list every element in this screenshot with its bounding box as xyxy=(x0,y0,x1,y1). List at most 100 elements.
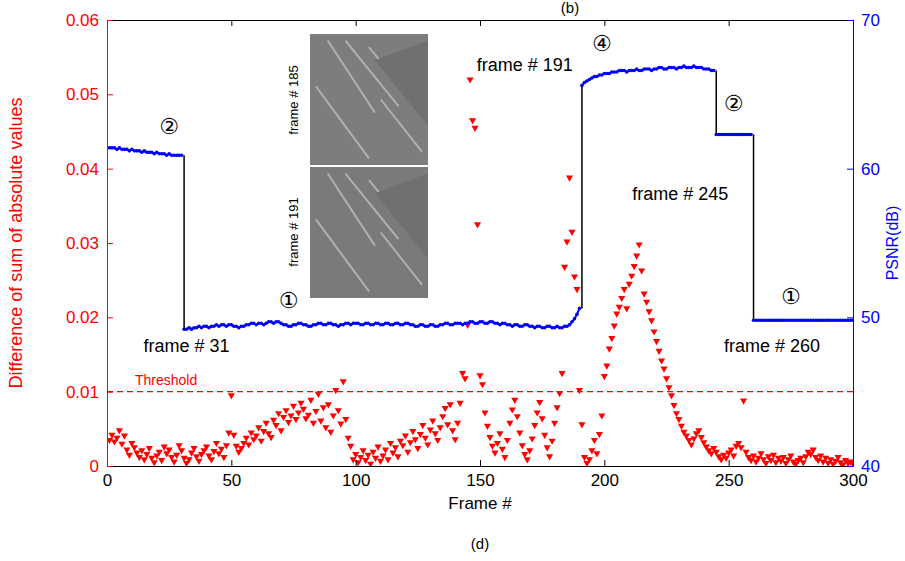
difference-point xyxy=(541,433,548,439)
difference-point xyxy=(156,450,163,456)
tick: 0.02 xyxy=(66,308,113,327)
difference-point xyxy=(312,409,319,415)
tick-label: 0.01 xyxy=(66,383,99,402)
difference-point xyxy=(337,422,344,428)
difference-point xyxy=(195,459,202,465)
difference-point xyxy=(325,402,332,408)
difference-point xyxy=(593,451,600,457)
tick xyxy=(356,20,357,26)
difference-point xyxy=(554,405,561,411)
tick-label: 0 xyxy=(103,471,112,490)
x-axis-title: Frame # xyxy=(448,494,512,513)
difference-point xyxy=(628,274,635,280)
difference-point xyxy=(633,254,640,260)
difference-point xyxy=(166,448,173,454)
tick xyxy=(231,20,232,26)
difference-point xyxy=(623,306,630,312)
difference-point xyxy=(536,400,543,406)
tick-mark xyxy=(107,169,113,170)
difference-point xyxy=(800,460,807,466)
difference-point xyxy=(534,410,541,416)
difference-point xyxy=(509,407,516,413)
tick-mark xyxy=(729,20,730,26)
tick: 200 xyxy=(591,460,619,490)
tick-label: 0.04 xyxy=(66,160,99,179)
difference-point xyxy=(424,442,431,448)
y-axis-title: Difference of sum of absolute values xyxy=(6,98,26,389)
difference-point xyxy=(504,438,511,444)
difference-point xyxy=(636,242,643,248)
difference-point xyxy=(457,401,464,407)
difference-point xyxy=(563,239,570,245)
difference-point xyxy=(618,296,625,302)
difference-point xyxy=(404,450,411,456)
chart-svg: frame # 185frame # 191050100150200250300… xyxy=(0,0,905,561)
difference-point xyxy=(332,388,339,394)
segment-annotation: ② xyxy=(159,114,179,139)
difference-point xyxy=(601,374,608,380)
tick-label: 200 xyxy=(591,471,619,490)
inset-label: frame # 185 xyxy=(286,65,301,134)
inset-streak xyxy=(316,219,369,291)
tick-mark xyxy=(107,317,113,318)
tick-label: 60 xyxy=(861,160,880,179)
difference-point xyxy=(407,440,414,446)
difference-point xyxy=(524,457,531,463)
tick-mark xyxy=(231,20,232,26)
difference-point xyxy=(653,339,660,345)
difference-point xyxy=(787,454,794,460)
inset-frame-top xyxy=(310,34,428,165)
difference-point xyxy=(576,388,583,394)
difference-point xyxy=(651,329,658,335)
difference-point xyxy=(223,443,230,449)
difference-point xyxy=(544,445,551,451)
difference-point xyxy=(113,436,120,442)
psnr-point xyxy=(749,133,753,137)
difference-point xyxy=(347,444,354,450)
difference-point xyxy=(118,442,125,448)
threshold-line xyxy=(107,391,853,392)
difference-point xyxy=(245,442,252,448)
tick xyxy=(480,20,481,26)
difference-point xyxy=(121,433,128,439)
psnr-point xyxy=(573,317,577,321)
difference-point xyxy=(429,419,436,425)
difference-point xyxy=(218,447,225,453)
segment-annotation: ① xyxy=(279,288,299,313)
tick-mark xyxy=(847,169,853,170)
frame-marker-line xyxy=(753,134,755,320)
difference-point xyxy=(449,428,456,434)
difference-point xyxy=(546,454,553,460)
difference-point xyxy=(315,392,322,398)
difference-point xyxy=(146,446,153,452)
tick-mark xyxy=(356,460,357,466)
difference-point xyxy=(646,309,653,315)
difference-point xyxy=(668,393,675,399)
difference-point xyxy=(695,428,702,434)
tick-label: 50 xyxy=(861,308,880,327)
difference-point xyxy=(638,268,645,274)
difference-point xyxy=(394,454,401,460)
difference-point xyxy=(762,461,769,466)
difference-point xyxy=(442,406,449,412)
difference-point xyxy=(526,448,533,454)
x-axis-top xyxy=(108,20,854,26)
difference-point xyxy=(297,401,304,407)
tick-mark xyxy=(847,20,853,21)
difference-point xyxy=(621,287,628,293)
psnr-line xyxy=(184,308,579,329)
inset-label: frame # 191 xyxy=(286,197,301,266)
tick-mark xyxy=(480,20,481,26)
tick: 150 xyxy=(466,460,494,490)
difference-point xyxy=(596,432,603,438)
psnr-point xyxy=(575,313,579,317)
tick-mark xyxy=(107,392,113,393)
difference-point xyxy=(531,423,538,429)
difference-point xyxy=(673,411,680,417)
difference-point xyxy=(402,433,409,439)
tick: 250 xyxy=(715,460,743,490)
difference-point xyxy=(479,382,486,388)
difference-point xyxy=(171,459,178,465)
difference-point xyxy=(454,421,461,427)
psnr-line xyxy=(582,66,714,85)
